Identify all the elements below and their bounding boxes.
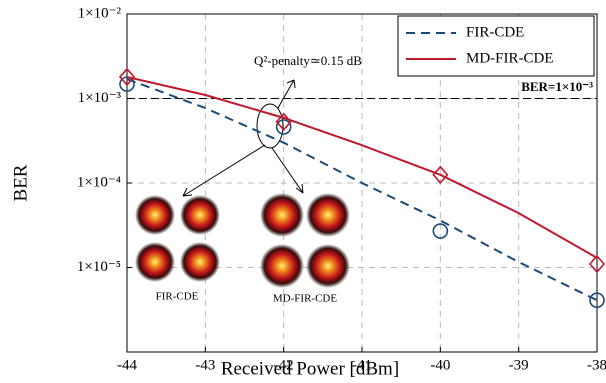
x-tick-label: -39	[509, 357, 529, 373]
arrows	[183, 80, 303, 196]
inset-label: FIR-CDE	[156, 291, 199, 303]
y-tick-label: 1×10⁻⁵	[77, 259, 121, 275]
constellations	[135, 193, 350, 288]
x-axis-label: Received Power [dBm]	[221, 358, 399, 379]
legend-label: FIR-CDE	[466, 24, 524, 40]
y-tick-label: 1×10⁻²	[78, 5, 122, 21]
threshold-label: BER=1×10⁻³	[521, 79, 593, 94]
x-tick-label: -43	[195, 357, 215, 373]
x-tick-label: -41	[352, 357, 372, 373]
inset-label: MD-FIR-CDE	[273, 293, 337, 305]
x-tick-label: -44	[117, 357, 137, 373]
x-tick-label: -40	[430, 357, 450, 373]
y-axis-label: BER	[10, 164, 31, 201]
x-tick-label: -38	[587, 357, 606, 373]
y-tick-label: 1×10⁻³	[78, 90, 122, 106]
annotation: Q²-penalty≃0.15 dB	[254, 53, 362, 68]
chart: FIR-CDE MD-FIR-CDE Q²-penalty≃0.15 dB BE…	[0, 0, 606, 383]
x-tick-label: -42	[274, 357, 294, 373]
y-tick-label: 1×10⁻⁴	[77, 174, 121, 190]
legend-label: MD-FIR-CDE	[466, 50, 554, 66]
